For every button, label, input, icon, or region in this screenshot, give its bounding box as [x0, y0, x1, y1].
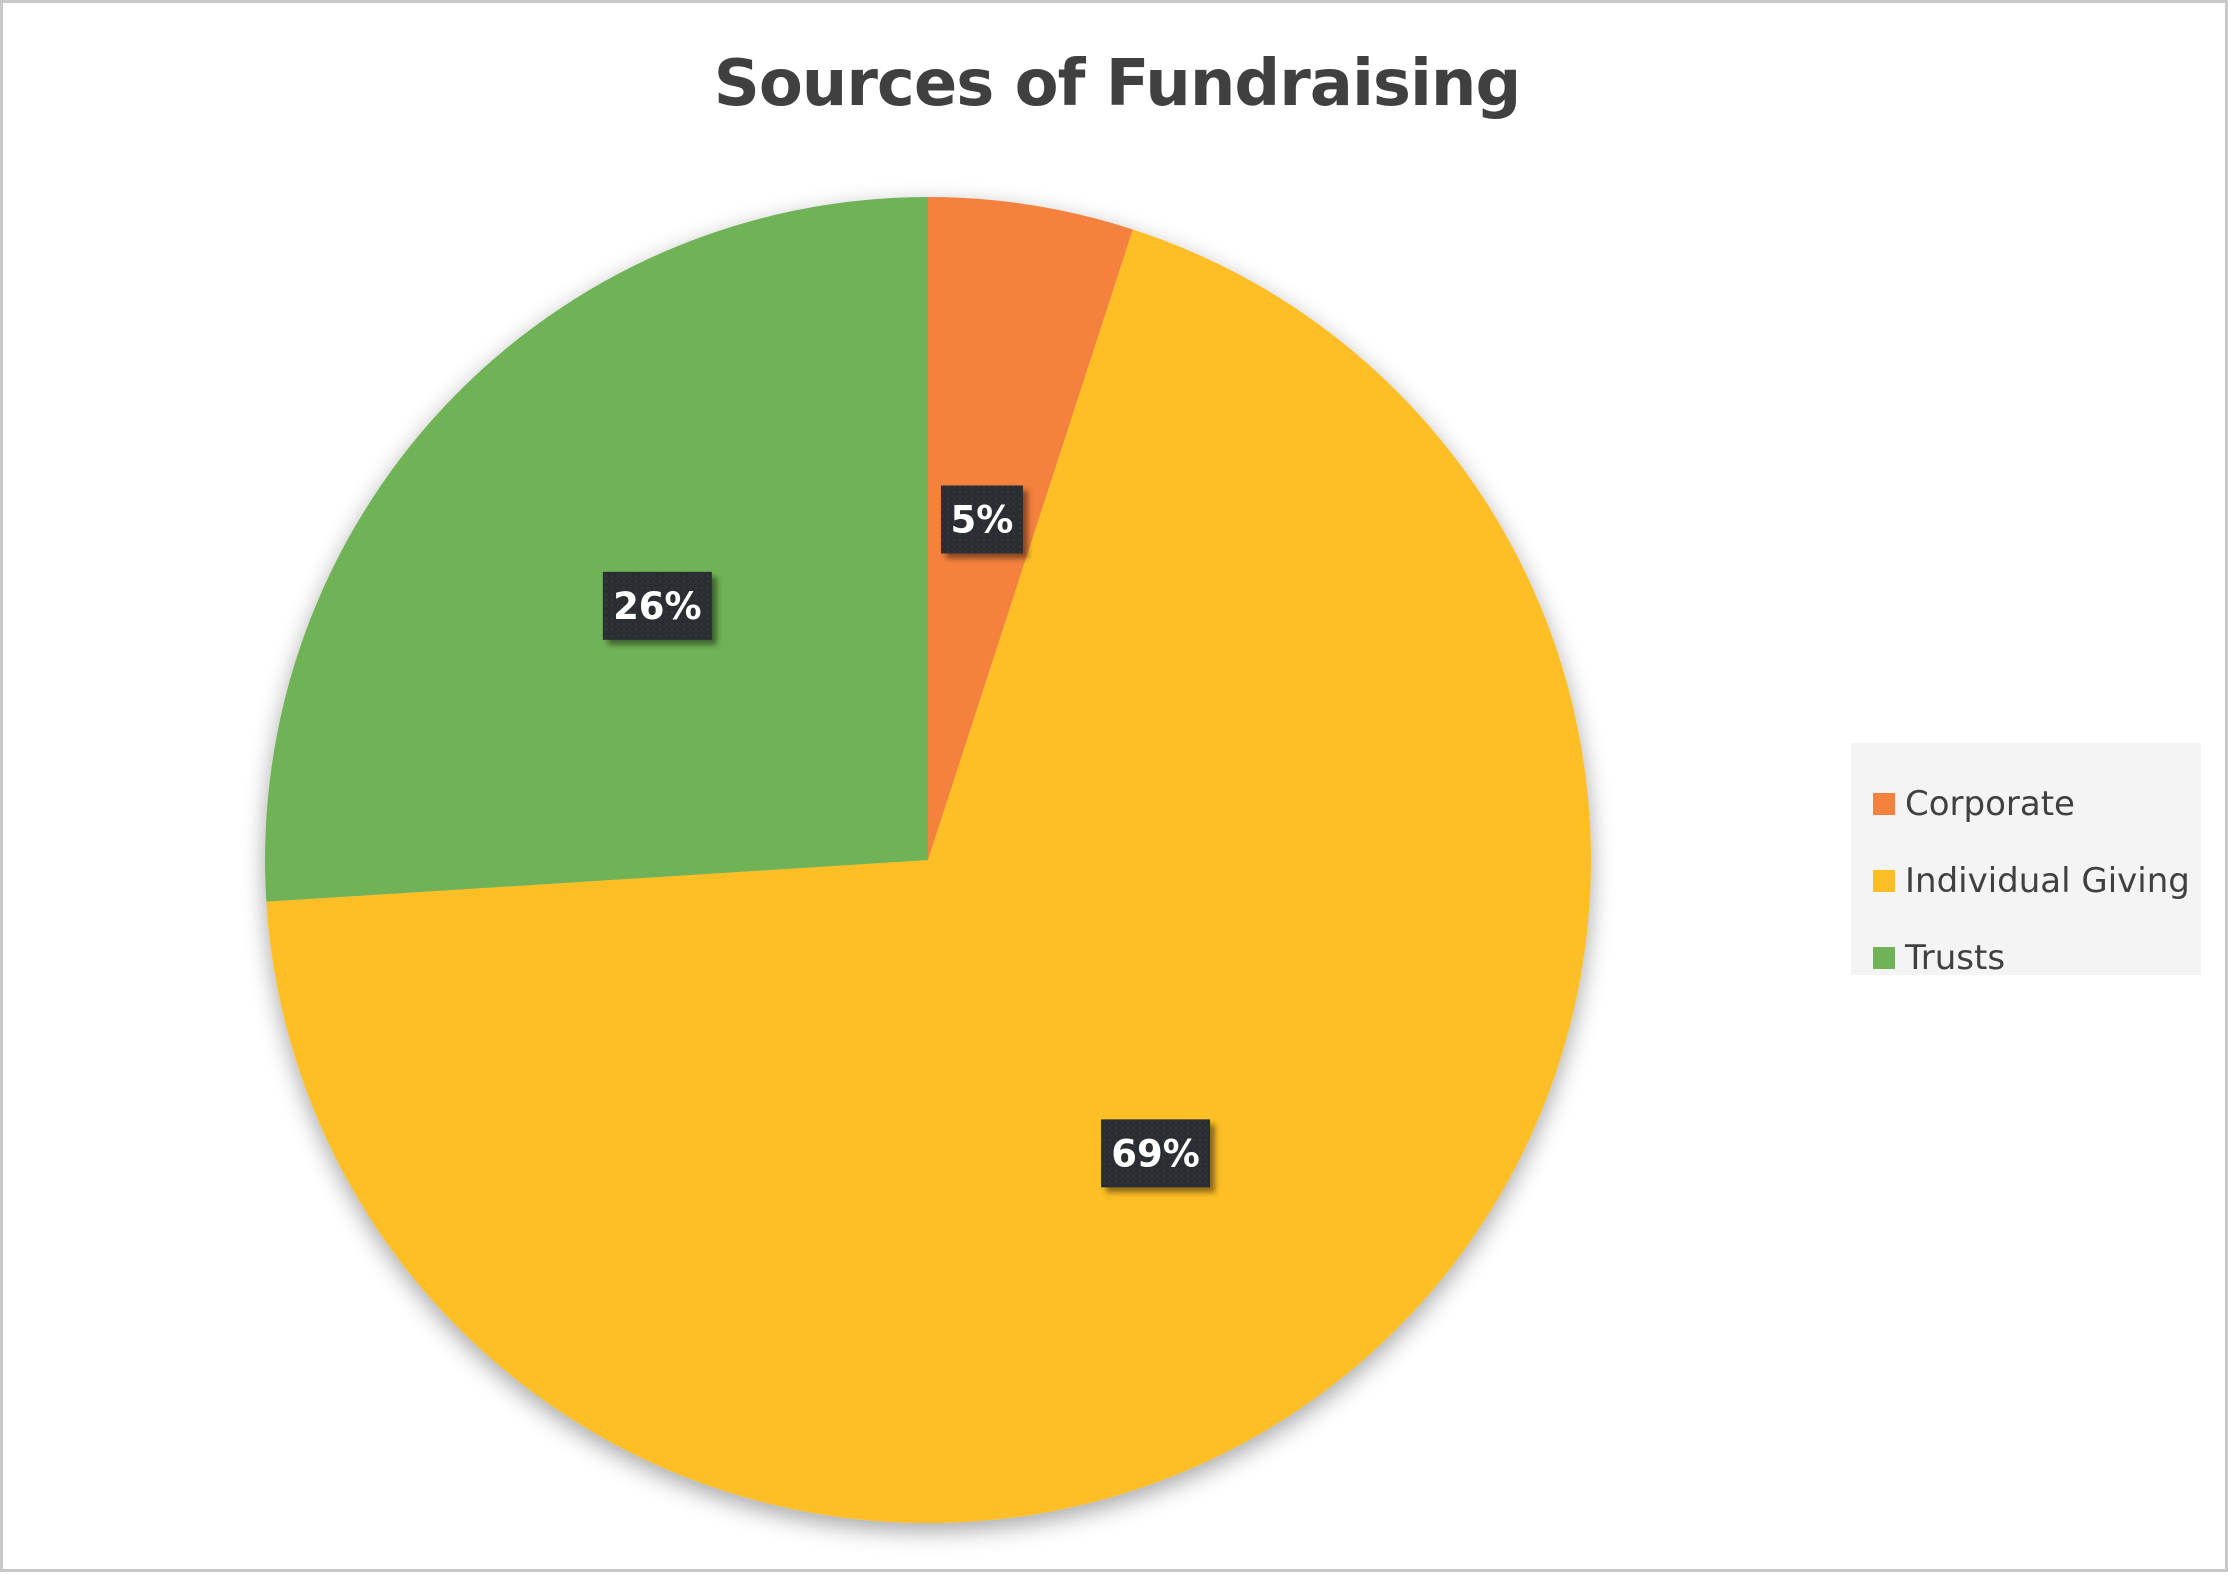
legend-label-trusts: Trusts: [1905, 937, 2006, 978]
legend-label-individual-giving: Individual Giving: [1905, 860, 2190, 901]
data-label-text-trusts: 26%: [613, 585, 702, 628]
pie-slice-individual-giving: [266, 229, 1591, 1524]
data-label-trusts: 26%: [602, 571, 712, 640]
pie-slice-trusts: [265, 197, 928, 902]
pie-slice-corporate: [928, 197, 1133, 860]
data-label-box-corporate: [940, 485, 1023, 554]
chart-title: Sources of Fundraising: [713, 47, 1522, 121]
data-label-box-individual-giving: [1101, 1119, 1211, 1188]
legend-item-trusts: Trusts: [1873, 919, 2201, 996]
legend-swatch-individual-giving: [1873, 869, 1895, 892]
legend-swatch-corporate: [1873, 792, 1895, 815]
legend-label-corporate: Corporate: [1905, 783, 2075, 824]
data-label-text-individual-giving: 69%: [1111, 1132, 1200, 1175]
data-label-box-trusts: [602, 571, 712, 640]
data-label-individual-giving: 69%: [1101, 1119, 1211, 1188]
data-label-text-corporate: 5%: [951, 498, 1014, 541]
legend-swatch-trusts: [1873, 946, 1895, 969]
legend-item-individual-giving: Individual Giving: [1873, 842, 2201, 919]
legend: Corporate Individual Giving Trusts: [1851, 743, 2201, 978]
legend-item-corporate: Corporate: [1873, 765, 2201, 842]
pie-chart: 5% 69% 26%: [265, 197, 1591, 1524]
data-label-corporate: 5%: [940, 485, 1023, 554]
